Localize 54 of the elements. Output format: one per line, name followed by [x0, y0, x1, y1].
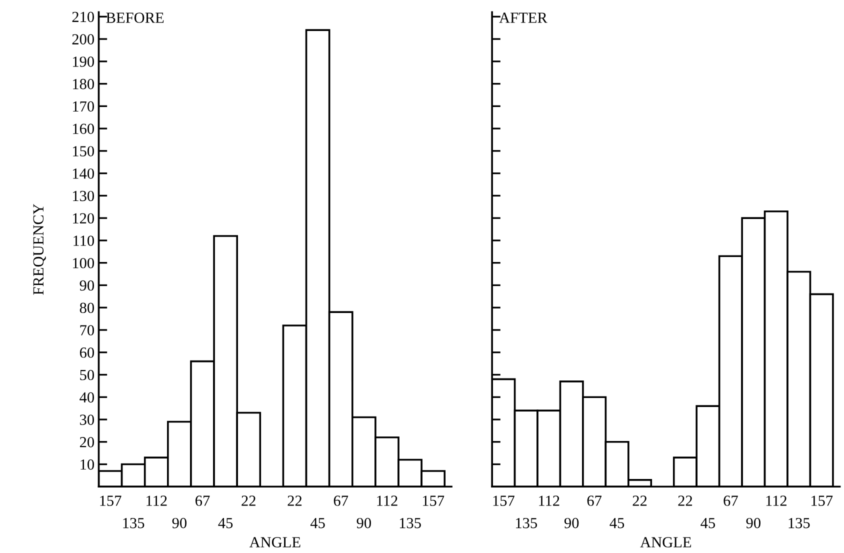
- x-tick-label: 135: [788, 518, 810, 528]
- x-tick-label: 135: [516, 518, 538, 528]
- x-tick-label: 67: [334, 496, 348, 506]
- x-tick-label: 22: [632, 496, 647, 506]
- x-tick-label: 112: [146, 496, 167, 506]
- y-tick-label: 90: [80, 280, 94, 291]
- x-tick-label: 45: [700, 518, 716, 528]
- x-tick-label: 22: [242, 496, 256, 506]
- y-tick-label: 190: [73, 56, 94, 67]
- chart-title: AFTER: [499, 12, 548, 23]
- y-tick-label: 130: [73, 190, 94, 202]
- x-tick-label: 45: [610, 518, 624, 528]
- y-tick-label: 100: [73, 258, 94, 268]
- x-axis-title: ANGLE: [640, 537, 692, 548]
- y-tick-label: 20: [80, 437, 94, 448]
- x-tick-label: 112: [766, 496, 786, 506]
- y-tick-label: 40: [80, 392, 94, 403]
- y-tick-label: 10: [80, 459, 94, 470]
- x-tick-label: 90: [172, 518, 187, 528]
- x-tick-label: 22: [678, 496, 692, 506]
- x-tick-label: 45: [218, 518, 233, 528]
- y-tick-label: 30: [80, 414, 94, 425]
- x-tick-label: 135: [123, 518, 144, 528]
- x-tick-label: 45: [310, 518, 325, 528]
- y-tick-label: 60: [80, 347, 94, 358]
- y-axis-title: FREQUENCY: [33, 204, 46, 295]
- chart-title: BEFORE: [106, 12, 164, 23]
- x-tick-label: 157: [493, 496, 514, 506]
- y-tick-label: 180: [73, 78, 94, 90]
- y-tick-label: 150: [73, 146, 94, 156]
- y-tick-label: 170: [73, 101, 94, 112]
- x-tick-label: 67: [196, 496, 210, 506]
- x-tick-label: 157: [811, 496, 833, 506]
- y-tick-label: 160: [73, 124, 94, 134]
- x-tick-label: 90: [564, 518, 579, 528]
- x-tick-label: 112: [377, 496, 398, 506]
- x-tick-label: 135: [400, 518, 421, 528]
- x-tick-label: 157: [100, 496, 122, 506]
- x-tick-label: 22: [288, 496, 302, 506]
- y-tick-label: 80: [80, 302, 94, 314]
- x-tick-label: 67: [587, 496, 602, 506]
- y-tick-label: 140: [73, 168, 94, 179]
- x-tick-label: 90: [746, 518, 760, 528]
- x-tick-label: 112: [539, 496, 560, 506]
- x-tick-label: 157: [422, 496, 444, 506]
- y-tick-label: 50: [80, 370, 94, 380]
- y-tick-label: 120: [73, 213, 94, 224]
- y-tick-label: 70: [80, 325, 94, 336]
- y-tick-label: 110: [74, 236, 94, 246]
- x-tick-label: 90: [356, 518, 371, 528]
- y-tick-label: 210: [72, 12, 94, 22]
- x-axis-title: ANGLE: [249, 537, 300, 548]
- y-tick-label: 200: [72, 34, 94, 44]
- x-tick-label: 67: [724, 496, 738, 506]
